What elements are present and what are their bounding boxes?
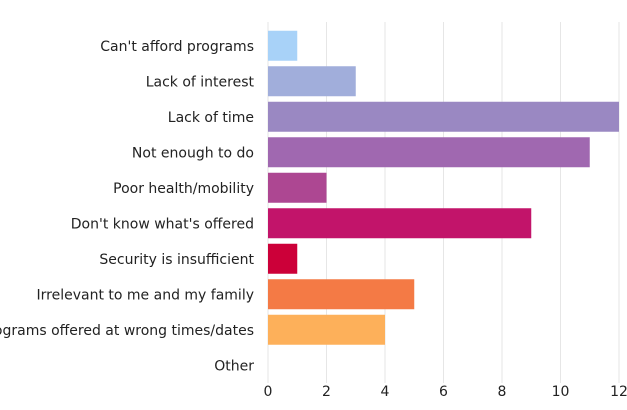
bar-0 xyxy=(268,30,298,61)
x-tick-label-5: 10 xyxy=(552,384,570,400)
x-tick-labels: 0 2 4 6 8 10 12 xyxy=(264,384,627,400)
bar-3 xyxy=(268,137,590,168)
category-label-4: Poor health/mobility xyxy=(113,181,254,197)
x-tick-label-1: 2 xyxy=(322,384,331,400)
bar-6 xyxy=(268,243,298,274)
category-label-7: Irrelevant to me and my family xyxy=(37,287,254,303)
bar-7 xyxy=(268,279,415,310)
x-tick-label-0: 0 xyxy=(264,384,273,400)
category-label-1: Lack of interest xyxy=(146,74,255,90)
bar-4 xyxy=(268,172,327,203)
category-label-6: Security is insufficient xyxy=(99,252,254,268)
x-tick-label-6: 12 xyxy=(610,384,627,400)
category-label-0: Can't afford programs xyxy=(100,39,254,55)
bar-2 xyxy=(268,101,619,132)
category-label-2: Lack of time xyxy=(168,110,254,126)
bar-5 xyxy=(268,208,532,239)
x-tick-label-2: 4 xyxy=(381,384,390,400)
category-label-9: Other xyxy=(214,358,254,374)
x-tick-label-3: 6 xyxy=(439,384,448,400)
bars xyxy=(268,30,619,345)
category-label-3: Not enough to do xyxy=(132,145,254,161)
category-label-5: Don't know what's offered xyxy=(71,216,254,232)
category-label-8: Programs offered at wrong times/dates xyxy=(0,323,254,339)
x-tick-label-4: 8 xyxy=(498,384,507,400)
bar-1 xyxy=(268,66,356,97)
category-labels: Can't afford programs Lack of interest Lac… xyxy=(0,39,255,375)
bar-8 xyxy=(268,314,385,345)
